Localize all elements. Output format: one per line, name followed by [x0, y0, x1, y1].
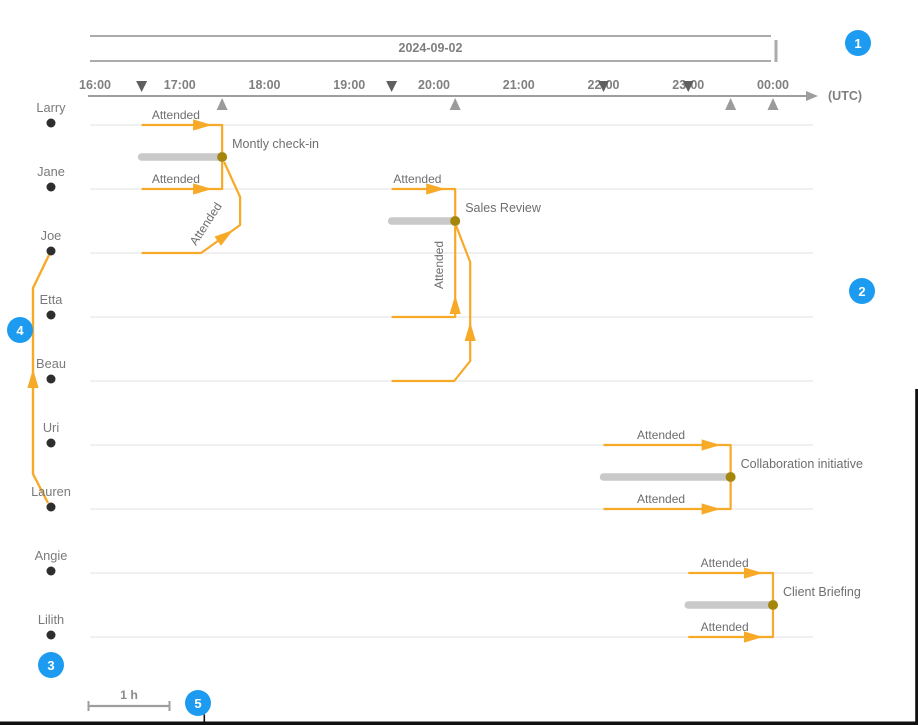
- attendance-arrow-icon: [701, 439, 721, 451]
- attendance-edge-label: Attended: [152, 108, 200, 122]
- person-dot[interactable]: [46, 310, 56, 320]
- meeting-node[interactable]: [450, 216, 461, 226]
- attendance-arrow-icon: [193, 183, 213, 195]
- hour-tick-label: 00:00: [757, 78, 789, 92]
- hour-tick-label: 18:00: [249, 78, 281, 92]
- time-axis-arrow-icon: [806, 91, 818, 101]
- person-dot[interactable]: [46, 118, 56, 128]
- meeting-start-marker-icon: [682, 81, 694, 92]
- attendance-edge: [603, 482, 732, 511]
- meeting-start-marker-icon: [136, 81, 148, 92]
- attendance-arrow-icon: [449, 295, 461, 314]
- meeting-start-marker-icon: [386, 81, 398, 92]
- relationship-arrow-icon: [27, 369, 39, 388]
- attendance-edge-label: Attended: [701, 556, 749, 570]
- meeting-end-marker-icon: [449, 98, 461, 110]
- meeting-node[interactable]: [217, 152, 228, 162]
- attendance-edge: [688, 571, 775, 600]
- attendance-edge-label: Attended: [637, 492, 685, 506]
- scale-bar-label: 1 h: [120, 688, 138, 702]
- hour-tick-label: 19:00: [333, 78, 365, 92]
- person-dot[interactable]: [46, 502, 56, 512]
- callout-1: 1: [845, 30, 871, 56]
- callout-5: 5: [185, 690, 211, 716]
- person-name: Jane: [37, 164, 65, 179]
- person-name: Beau: [36, 356, 66, 371]
- person-dot[interactable]: [46, 246, 56, 256]
- attendance-edge: [391, 225, 472, 383]
- attendance-edge: [391, 187, 457, 216]
- attendance-arrow-icon: [214, 230, 234, 246]
- person-name: Joe: [41, 228, 62, 243]
- hour-tick-label: 17:00: [164, 78, 196, 92]
- attendance-arrow-icon: [744, 631, 763, 643]
- person-name: Uri: [43, 420, 59, 435]
- meeting-title: Collaboration initiative: [741, 457, 863, 471]
- date-label: 2024-09-02: [399, 41, 463, 55]
- hour-tick-label: 16:00: [79, 78, 111, 92]
- window-border-right: [915, 389, 918, 725]
- utc-label: (UTC): [828, 89, 862, 103]
- person-dot[interactable]: [46, 438, 56, 448]
- person-name: Angie: [35, 548, 68, 563]
- meeting-end-marker-icon: [767, 98, 779, 110]
- person-name: Larry: [36, 100, 66, 115]
- attendance-arrow-icon: [744, 567, 763, 579]
- attendance-edge: [141, 162, 224, 191]
- attendance-edge-label: Attended: [701, 620, 749, 634]
- hour-tick-label: 20:00: [418, 78, 450, 92]
- meeting-start-marker-icon: [598, 81, 609, 92]
- person-name: Lilith: [38, 612, 64, 627]
- meeting-title: Sales Review: [465, 201, 542, 215]
- meeting-title: Montly check-in: [232, 137, 319, 151]
- person-name: Etta: [40, 292, 64, 307]
- person-dot[interactable]: [46, 566, 56, 576]
- attendance-edge: [141, 161, 242, 255]
- attendance-edge: [141, 123, 224, 152]
- cursor-tick: [203, 714, 206, 722]
- attendance-edge-label: Attended: [152, 172, 200, 186]
- attendance-edge: [603, 443, 732, 472]
- attendance-arrow-icon: [193, 119, 213, 131]
- attendance-edge: [391, 226, 457, 319]
- attendance-arrow-icon: [701, 503, 721, 515]
- attendance-edge-label: Attended: [393, 172, 441, 186]
- callout-3: 3: [38, 652, 64, 678]
- meeting-title: Client Briefing: [783, 585, 861, 599]
- meeting-end-marker-icon: [725, 98, 737, 110]
- callout-4: 4: [7, 317, 33, 343]
- meeting-node[interactable]: [725, 472, 736, 482]
- attendance-arrow-icon: [464, 322, 476, 341]
- person-dot[interactable]: [46, 374, 56, 384]
- hour-tick-label: 21:00: [503, 78, 535, 92]
- attendance-edge-label: Attended: [637, 428, 685, 442]
- person-name: Lauren: [31, 484, 71, 499]
- callout-2: 2: [849, 278, 875, 304]
- person-dot[interactable]: [46, 182, 56, 192]
- meeting-end-marker-icon: [216, 98, 228, 110]
- meeting-node[interactable]: [768, 600, 778, 610]
- attendance-edge-label: Attended: [432, 241, 446, 289]
- window-border-bottom: [0, 721, 918, 725]
- attendance-edge: [688, 610, 775, 639]
- attendance-arrow-icon: [426, 183, 446, 195]
- person-dot[interactable]: [46, 630, 56, 640]
